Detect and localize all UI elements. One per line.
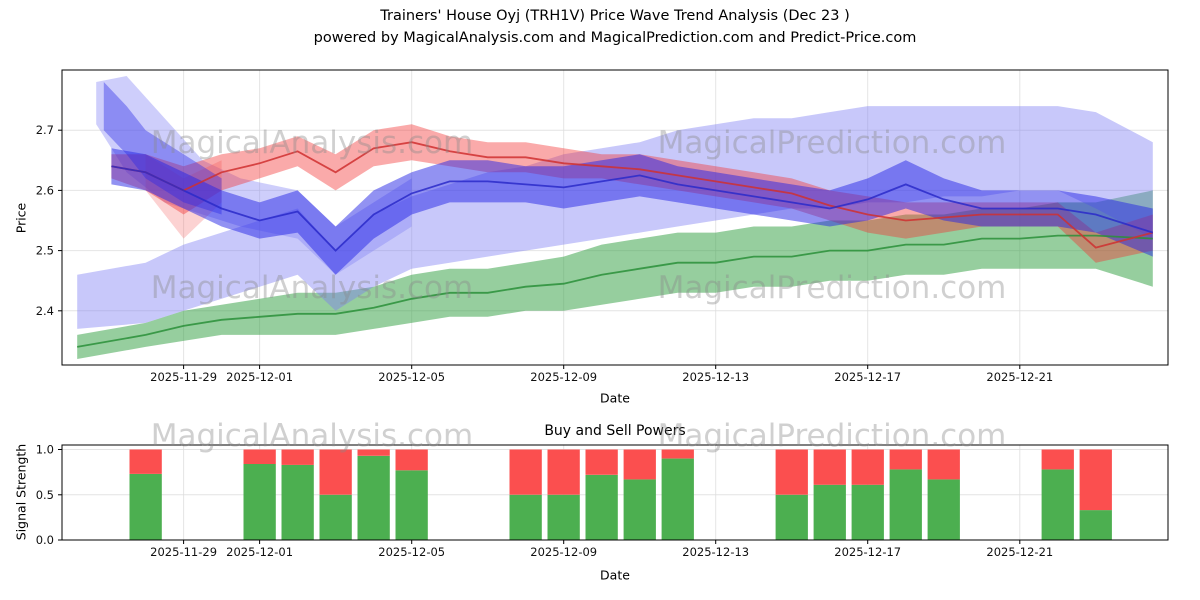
buy-bar — [623, 479, 656, 540]
sell-bar — [661, 449, 694, 459]
sell-bar — [927, 449, 960, 480]
watermarks: MagicalAnalysis.com MagicalPrediction.com… — [151, 125, 1007, 454]
red-resistance-band — [111, 124, 1153, 263]
buy-bar — [319, 494, 352, 540]
sell-bar — [281, 449, 314, 465]
buy-bar — [1079, 510, 1112, 540]
y-tick-label: 0.5 — [36, 488, 54, 502]
violet-trend-channel-band — [77, 106, 1153, 329]
sell-bar — [1041, 449, 1074, 470]
date-axis-label-bottom: Date — [600, 567, 630, 583]
watermark-text: MagicalAnalysis.com — [151, 270, 473, 306]
x-tick-label: 2025-12-17 — [834, 370, 901, 384]
sell-bar — [813, 449, 846, 485]
y-tick-label: 2.4 — [36, 304, 54, 318]
x-tick-label: 2025-12-13 — [682, 370, 749, 384]
x-tick-label: 2025-12-09 — [530, 545, 597, 559]
blue-wave-band-centerline — [111, 165, 1154, 252]
blue-wave-band — [111, 148, 1153, 275]
tick-labels: 2025-11-29 2025-12-01 2025-12-05 2025-12-09… — [36, 123, 1054, 384]
signal-chart-title: Buy and Sell Powers — [544, 423, 686, 439]
axes-spine — [61, 444, 1169, 541]
buy-bar — [129, 474, 162, 540]
watermark-text: MagicalPrediction.com — [658, 270, 1007, 306]
tick-labels: 2025-11-29 2025-12-01 2025-12-05 2025-12-09… — [36, 443, 1054, 560]
sell-bar — [851, 449, 884, 485]
green-support-band-centerline — [77, 234, 1153, 348]
watermark-text: MagicalAnalysis.com — [151, 418, 473, 454]
x-tick-label: 2025-12-13 — [682, 545, 749, 559]
x-tick-label: 2025-11-29 — [150, 545, 217, 559]
sell-bar — [889, 449, 922, 470]
sell-bar — [319, 449, 352, 495]
buy-bar — [927, 479, 960, 540]
figure-title: Trainers' House Oyj (TRH1V) Price Wave T… — [314, 6, 917, 50]
buy-bar — [395, 470, 428, 540]
figure-title-line2: powered by MagicalAnalysis.com and Magic… — [313, 29, 917, 46]
y-tick-label: 2.6 — [36, 183, 54, 197]
buy-bar — [509, 494, 542, 540]
x-tick-label: 2025-12-09 — [530, 370, 597, 384]
watermark-text: MagicalPrediction.com — [658, 125, 1007, 161]
y-tick-label: 0.0 — [36, 533, 54, 547]
buy-bar — [851, 484, 884, 540]
buy-bar — [661, 458, 694, 540]
watermark-text: MagicalPrediction.com — [658, 418, 1007, 454]
buy-bar — [1041, 469, 1074, 540]
price-wave-trend-plot: 2025-11-29 2025-12-01 2025-12-05 2025-12-09… — [36, 69, 1169, 384]
axes-spine — [61, 69, 1169, 366]
y-tick-label: 2.5 — [36, 244, 54, 258]
buy-bar — [775, 494, 808, 540]
buy-bar — [357, 455, 390, 540]
sell-bar — [509, 449, 542, 495]
x-tick-label: 2025-12-01 — [226, 370, 293, 384]
x-tick-label: 2025-11-29 — [150, 370, 217, 384]
buy-bar — [281, 464, 314, 540]
buy-bar — [547, 494, 580, 540]
y-tick-label: 1.0 — [36, 443, 54, 457]
buy-bar — [889, 469, 922, 540]
sell-bar — [357, 449, 390, 456]
sell-bar — [775, 449, 808, 495]
sell-bar — [243, 449, 276, 464]
buy-bar — [585, 474, 618, 540]
date-axis-label-top: Date — [600, 390, 630, 406]
green-support-band — [77, 190, 1153, 359]
x-tick-label: 2025-12-21 — [986, 545, 1053, 559]
x-tick-label: 2025-12-05 — [378, 370, 445, 384]
sell-bar — [623, 449, 656, 480]
x-tick-label: 2025-12-05 — [378, 545, 445, 559]
buy-bar — [813, 484, 846, 540]
sell-bar — [585, 449, 618, 475]
sell-bar — [547, 449, 580, 495]
price-wave-trend-data — [77, 76, 1154, 359]
x-tick-label: 2025-12-01 — [226, 545, 293, 559]
sell-bar — [395, 449, 428, 471]
figure-title-line1: Trainers' House Oyj (TRH1V) Price Wave T… — [380, 8, 850, 24]
buy-sell-powers-data — [129, 449, 1112, 540]
buy-sell-powers-plot: 2025-11-29 2025-12-01 2025-12-05 2025-12-09… — [36, 443, 1169, 560]
sell-bar — [129, 449, 162, 474]
watermark-text: MagicalAnalysis.com — [151, 125, 473, 161]
y-tick-label: 2.7 — [36, 123, 54, 137]
sell-bar — [1079, 449, 1112, 511]
buy-bar — [243, 464, 276, 540]
x-tick-label: 2025-12-21 — [986, 370, 1053, 384]
x-tick-label: 2025-12-17 — [834, 545, 901, 559]
red-resistance-band-centerline — [111, 141, 1154, 249]
